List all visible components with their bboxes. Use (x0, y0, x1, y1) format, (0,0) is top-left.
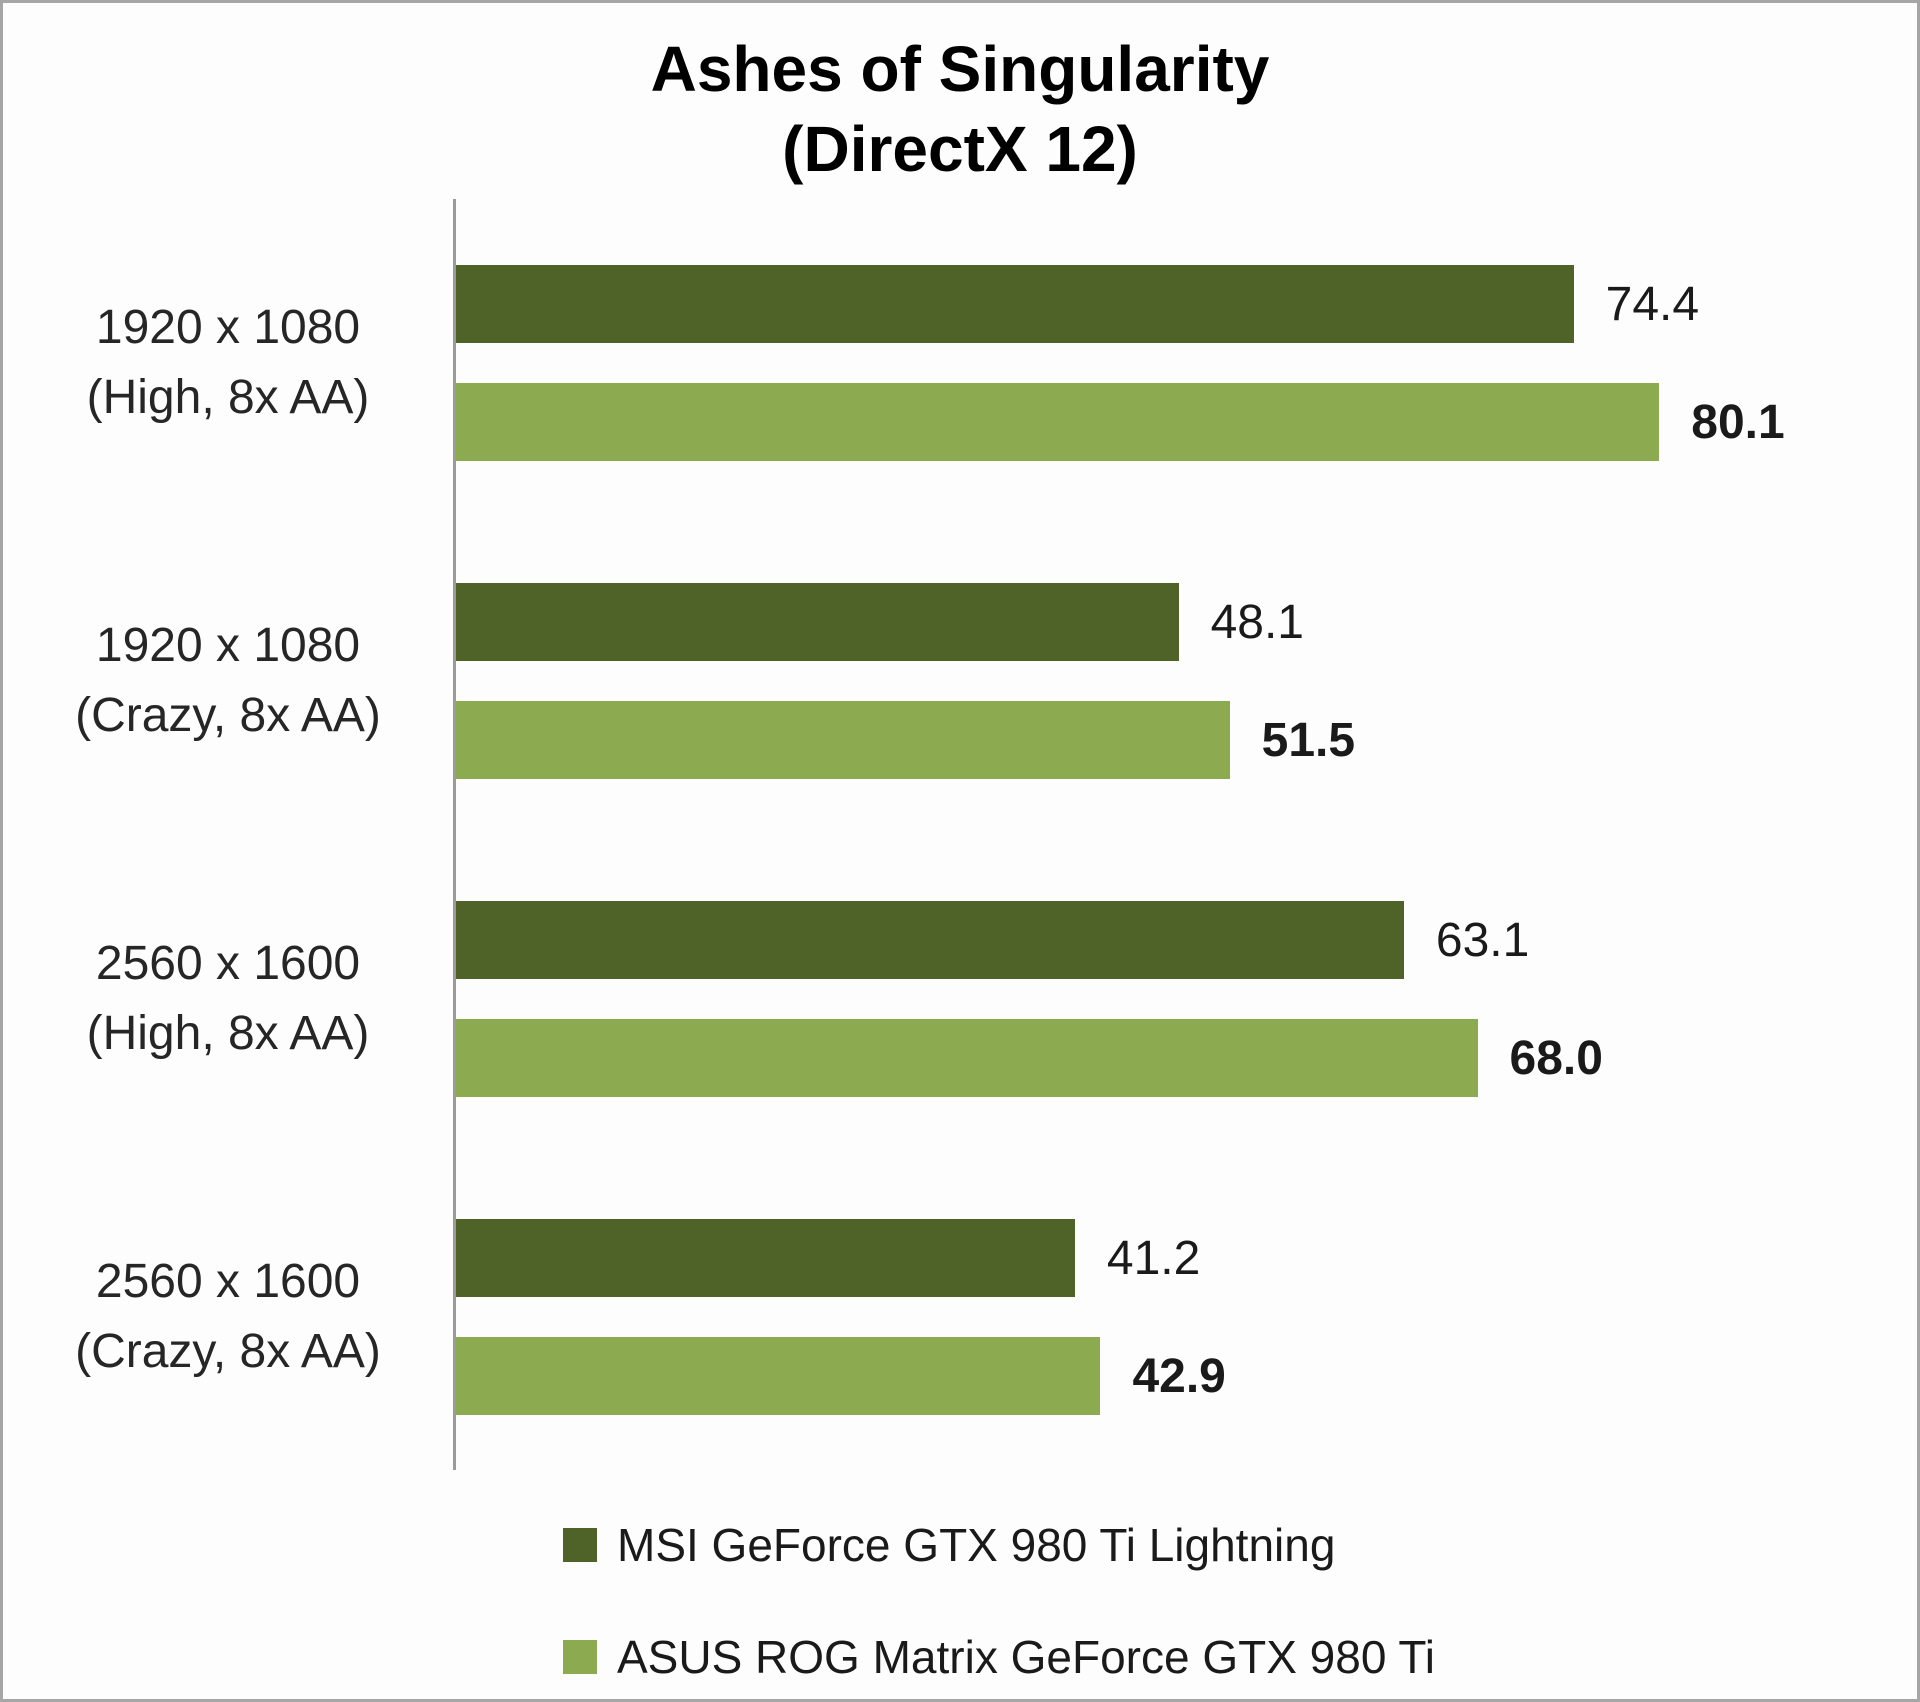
legend-swatch-series2 (563, 1640, 597, 1674)
category-label: 2560 x 1600 (Crazy, 8x AA) (3, 1247, 453, 1386)
bar-row: 41.2 (456, 1219, 1808, 1297)
bar-pair: 74.4 80.1 (453, 265, 1808, 461)
category-label-line: 1920 x 1080 (95, 619, 361, 673)
bar-groups-container: 1920 x 1080 (High, 8x AA) 74.4 80.1 1920 x 1… (3, 265, 1917, 1415)
category-label: 2560 x 1600 (High, 8x AA) (3, 929, 453, 1068)
value-label: 74.4 (1605, 277, 1700, 331)
value-label: 42.9 (1132, 1349, 1226, 1403)
bar-group: 1920 x 1080 (Crazy, 8x AA) 48.1 51.5 (3, 583, 1917, 779)
bar-row: 51.5 (456, 701, 1808, 779)
bar-pair: 48.1 51.5 (453, 583, 1808, 779)
bar-series2 (456, 383, 1660, 461)
bar-group: 2560 x 1600 (High, 8x AA) 63.1 68.0 (3, 901, 1917, 1097)
value-label: 80.1 (1691, 395, 1785, 449)
bar-series1 (456, 583, 1179, 661)
bar-row: 68.0 (456, 1019, 1808, 1097)
category-label: 1920 x 1080 (High, 8x AA) (3, 293, 453, 432)
chart-title-line2: (DirectX 12) (782, 113, 1138, 185)
legend: MSI GeForce GTX 980 Ti Lightning ASUS ROG… (563, 1518, 1917, 1684)
bar-row: 42.9 (456, 1337, 1808, 1415)
category-label-line: (Crazy, 8x AA) (75, 1325, 381, 1378)
bar-series1 (456, 265, 1574, 343)
category-label-line: (High, 8x AA) (86, 1007, 370, 1060)
bar-series2 (456, 1019, 1478, 1097)
value-label: 68.0 (1509, 1031, 1603, 1085)
value-label: 41.2 (1106, 1231, 1201, 1285)
legend-entry: ASUS ROG Matrix GeForce GTX 980 Ti (563, 1630, 1917, 1684)
y-axis-line (453, 199, 456, 1470)
bar-pair: 41.2 42.9 (453, 1219, 1808, 1415)
bar-row: 74.4 (456, 265, 1808, 343)
bar-row: 48.1 (456, 583, 1808, 661)
bar-series1 (456, 1219, 1075, 1297)
legend-label: ASUS ROG Matrix GeForce GTX 980 Ti (617, 1631, 1435, 1683)
category-label-line: (Crazy, 8x AA) (75, 689, 381, 742)
legend-label: MSI GeForce GTX 980 Ti Lightning (617, 1519, 1336, 1571)
bar-pair: 63.1 68.0 (453, 901, 1808, 1097)
category-label-line: 2560 x 1600 (95, 1255, 361, 1309)
bar-group: 2560 x 1600 (Crazy, 8x AA) 41.2 42.9 (3, 1219, 1917, 1415)
chart-title-line1: Ashes of Singularity (650, 33, 1270, 105)
bar-series2 (456, 1337, 1101, 1415)
value-label: 48.1 (1210, 595, 1304, 649)
bar-row: 80.1 (456, 383, 1808, 461)
bar-series1 (456, 901, 1404, 979)
bar-group: 1920 x 1080 (High, 8x AA) 74.4 80.1 (3, 265, 1917, 461)
plot-area: 1920 x 1080 (High, 8x AA) 74.4 80.1 1920 x 1… (3, 199, 1917, 1470)
category-label-line: 2560 x 1600 (95, 937, 361, 991)
value-label: 51.5 (1261, 713, 1356, 767)
legend-entry: MSI GeForce GTX 980 Ti Lightning (563, 1518, 1917, 1572)
chart-title: Ashes of Singularity (DirectX 12) (3, 3, 1917, 189)
bar-row: 63.1 (456, 901, 1808, 979)
value-label: 63.1 (1435, 913, 1530, 967)
category-label-line: (High, 8x AA) (86, 371, 370, 424)
category-label-line: 1920 x 1080 (95, 301, 361, 355)
category-label: 1920 x 1080 (Crazy, 8x AA) (3, 611, 453, 750)
legend-swatch-series1 (563, 1528, 597, 1562)
bar-series2 (456, 701, 1230, 779)
